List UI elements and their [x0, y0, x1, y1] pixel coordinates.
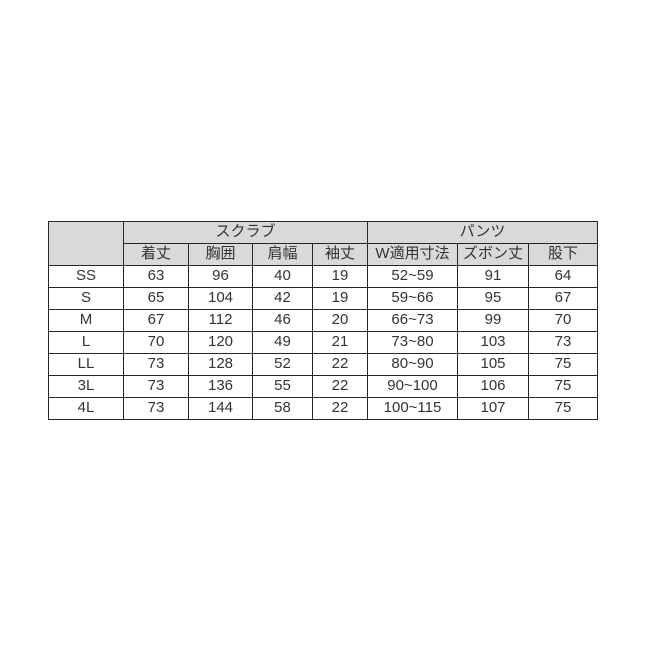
cell-value: 91 — [457, 265, 529, 288]
cell-value: 75 — [528, 353, 598, 376]
col-header-pants-length: ズボン丈 — [457, 243, 529, 266]
cell-value: 64 — [528, 265, 598, 288]
cell-value: 49 — [252, 331, 313, 354]
cell-value: 73 — [123, 353, 189, 376]
cell-value: 112 — [188, 309, 253, 332]
cell-value: 106 — [457, 375, 529, 398]
table-row: SS 63 96 40 19 52~59 91 64 — [48, 265, 598, 288]
table-row: 3L 73 136 55 22 90~100 106 75 — [48, 375, 598, 398]
col-header-waist-range: W適用寸法 — [367, 243, 458, 266]
cell-value: 105 — [457, 353, 529, 376]
cell-value: 103 — [457, 331, 529, 354]
cell-value: 75 — [528, 397, 598, 420]
cell-value: 67 — [123, 309, 189, 332]
column-header-row: 着丈 胸囲 肩幅 袖丈 W適用寸法 ズボン丈 股下 — [49, 243, 598, 266]
cell-value: 19 — [312, 265, 368, 288]
size-label: LL — [48, 353, 124, 376]
cell-value: 128 — [188, 353, 253, 376]
cell-value: 67 — [528, 287, 598, 310]
cell-value: 22 — [312, 397, 368, 420]
cell-value: 63 — [123, 265, 189, 288]
cell-value: 107 — [457, 397, 529, 420]
cell-value: 52 — [252, 353, 313, 376]
cell-value: 75 — [528, 375, 598, 398]
size-label: 4L — [48, 397, 124, 420]
cell-value: 19 — [312, 287, 368, 310]
cell-value: 58 — [252, 397, 313, 420]
table-row: M 67 112 46 20 66~73 99 70 — [48, 309, 598, 332]
cell-value: 70 — [528, 309, 598, 332]
cell-value: 66~73 — [367, 309, 458, 332]
col-header-shoulder: 肩幅 — [252, 243, 313, 266]
size-chart-table: スクラブ パンツ 着丈 胸囲 肩幅 袖丈 W適用寸法 ズボン丈 股下 SS 63… — [48, 221, 598, 420]
col-header-sleeve: 袖丈 — [312, 243, 368, 266]
cell-value: 120 — [188, 331, 253, 354]
size-label: 3L — [48, 375, 124, 398]
cell-value: 100~115 — [367, 397, 458, 420]
cell-value: 20 — [312, 309, 368, 332]
group-header-scrub: スクラブ — [123, 221, 368, 244]
corner-cell — [48, 221, 124, 266]
cell-value: 73 — [123, 397, 189, 420]
cell-value: 73~80 — [367, 331, 458, 354]
cell-value: 73 — [528, 331, 598, 354]
cell-value: 99 — [457, 309, 529, 332]
cell-value: 70 — [123, 331, 189, 354]
col-header-chest: 胸囲 — [188, 243, 253, 266]
size-label: S — [48, 287, 124, 310]
cell-value: 55 — [252, 375, 313, 398]
table-row: LL 73 128 52 22 80~90 105 75 — [48, 353, 598, 376]
cell-value: 90~100 — [367, 375, 458, 398]
group-header-pants: パンツ — [367, 221, 598, 244]
table-row: 4L 73 144 58 22 100~115 107 75 — [48, 397, 598, 420]
cell-value: 144 — [188, 397, 253, 420]
cell-value: 52~59 — [367, 265, 458, 288]
cell-value: 40 — [252, 265, 313, 288]
cell-value: 42 — [252, 287, 313, 310]
cell-value: 46 — [252, 309, 313, 332]
cell-value: 21 — [312, 331, 368, 354]
size-label: SS — [48, 265, 124, 288]
cell-value: 136 — [188, 375, 253, 398]
table-row: L 70 120 49 21 73~80 103 73 — [48, 331, 598, 354]
cell-value: 22 — [312, 375, 368, 398]
table-row: S 65 104 42 19 59~66 95 67 — [48, 287, 598, 310]
cell-value: 59~66 — [367, 287, 458, 310]
size-label: L — [48, 331, 124, 354]
cell-value: 96 — [188, 265, 253, 288]
cell-value: 22 — [312, 353, 368, 376]
group-header-row: スクラブ パンツ — [48, 221, 598, 266]
col-header-body-length: 着丈 — [123, 243, 189, 266]
cell-value: 73 — [123, 375, 189, 398]
col-header-inseam: 股下 — [528, 243, 598, 266]
cell-value: 65 — [123, 287, 189, 310]
cell-value: 95 — [457, 287, 529, 310]
cell-value: 104 — [188, 287, 253, 310]
size-label: M — [48, 309, 124, 332]
cell-value: 80~90 — [367, 353, 458, 376]
